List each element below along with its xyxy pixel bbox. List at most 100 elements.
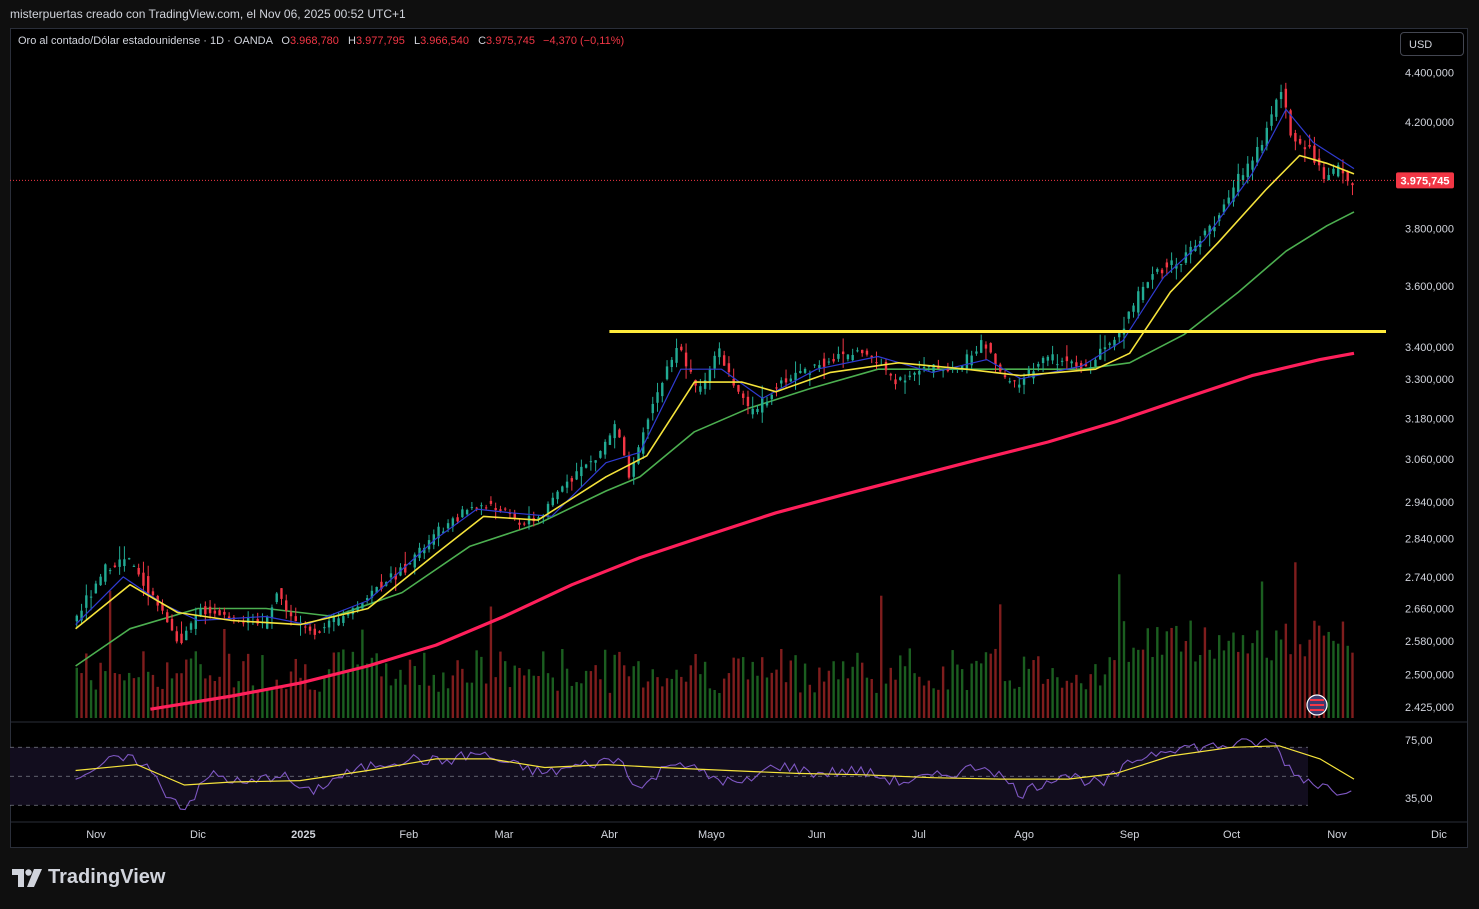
volume-bar (584, 670, 588, 718)
candle-body (85, 595, 88, 608)
candle-body (180, 633, 183, 644)
volume-bar (565, 668, 569, 718)
volume-bar (1060, 687, 1064, 718)
volume-bar (332, 652, 336, 718)
candle-body (751, 408, 754, 415)
volume-bar (561, 649, 564, 718)
volume-bar (984, 652, 988, 718)
candle-body (946, 369, 950, 372)
candle-body (994, 353, 997, 365)
rsi-line (75, 737, 1352, 811)
volume-bar (1265, 657, 1268, 718)
volume-bar (1132, 647, 1135, 718)
volume-bar (1084, 689, 1088, 718)
volume-bar (442, 672, 445, 718)
candle-body (665, 366, 669, 380)
volume-bar (389, 685, 393, 718)
candle-body (408, 563, 412, 565)
candle-body (618, 429, 621, 438)
candle-body (537, 517, 540, 520)
volume-bar (899, 655, 902, 718)
candle-body (275, 593, 278, 603)
volume-bar (813, 692, 816, 718)
price-tick-label: 2.660,000 (1405, 603, 1454, 615)
symbol-name: Oro al contado/Dólar estadounidense · 1D… (18, 35, 273, 47)
volume-bar (1141, 649, 1145, 718)
candle-body (1303, 147, 1307, 150)
candle-body (1341, 169, 1345, 174)
volume-bar (570, 685, 574, 718)
volume-bar (761, 657, 764, 718)
volume-bar (351, 651, 355, 718)
candle-body (294, 616, 297, 622)
candle-body (875, 362, 878, 364)
volume-bar (1037, 656, 1040, 718)
volume-bar (1137, 649, 1140, 718)
candle-body (465, 510, 469, 515)
volume-bar (1051, 668, 1054, 718)
volume-bar (937, 689, 940, 718)
volume-bar (999, 604, 1002, 718)
candle-body (1179, 264, 1183, 266)
volume-bar (532, 675, 535, 718)
candle-body (108, 570, 112, 572)
time-tick-label: Abr (601, 829, 618, 841)
volume-bar (451, 675, 455, 718)
candles (75, 82, 1354, 645)
volume-bar (1118, 574, 1121, 718)
volume-bar (927, 680, 931, 718)
volume-bar (323, 676, 326, 718)
candle-body (475, 507, 478, 509)
volume-bar (580, 683, 583, 718)
candle-body (737, 385, 740, 392)
volume-bar (1337, 643, 1340, 718)
candle-body (147, 576, 150, 595)
last-price-label: 3.975,745 (1401, 175, 1450, 187)
volume-bar (1218, 635, 1221, 718)
candle-body (656, 392, 659, 403)
close-label: C (478, 35, 487, 47)
open-value: 3.968,780 (289, 35, 339, 47)
volume-bar (780, 648, 783, 718)
volume-bar (970, 663, 973, 718)
price-tick-label: 2.740,000 (1405, 572, 1454, 584)
volume-bar (684, 681, 688, 718)
candle-body (1132, 305, 1135, 312)
candle-body (380, 581, 383, 589)
volume-bar (446, 688, 450, 718)
candle-body (599, 450, 602, 458)
volume-bar (646, 681, 650, 718)
volume-bar (346, 670, 350, 718)
candle-body (637, 447, 640, 464)
candle-body (1022, 377, 1026, 385)
volume-bar (1099, 685, 1102, 718)
volume-bar (261, 655, 264, 718)
volume-bar (365, 663, 369, 718)
volume-bar (1317, 625, 1321, 718)
volume-bar (1246, 653, 1249, 718)
volume-bar (994, 648, 997, 718)
volume-bar (499, 651, 502, 718)
volume-bar (1303, 656, 1307, 718)
candle-body (437, 526, 440, 539)
volume-bar (1275, 630, 1278, 718)
volume-bar (132, 678, 136, 718)
candle-body (104, 564, 107, 582)
volume-bar (494, 677, 497, 718)
time-tick-label: 2025 (291, 829, 315, 841)
candle-body (370, 590, 374, 598)
volume-bar (718, 692, 721, 718)
volume-bar (523, 675, 526, 718)
price-chart[interactable]: 3.975,745 4.400,000 4.200,000 3.800,000 3.60… (10, 28, 1468, 848)
candle-body (151, 591, 155, 596)
candle-body (313, 628, 316, 635)
candle-body (1056, 364, 1059, 366)
change-value: −4,370 (−0,11%) (543, 35, 625, 47)
candle-body (1322, 167, 1326, 179)
volume-bar (1108, 657, 1111, 718)
currency-button[interactable]: USD (1400, 32, 1464, 56)
volume-bar (461, 668, 464, 718)
volume-bar (1032, 660, 1035, 718)
candle-body (846, 354, 850, 360)
volume-bar (603, 649, 607, 718)
